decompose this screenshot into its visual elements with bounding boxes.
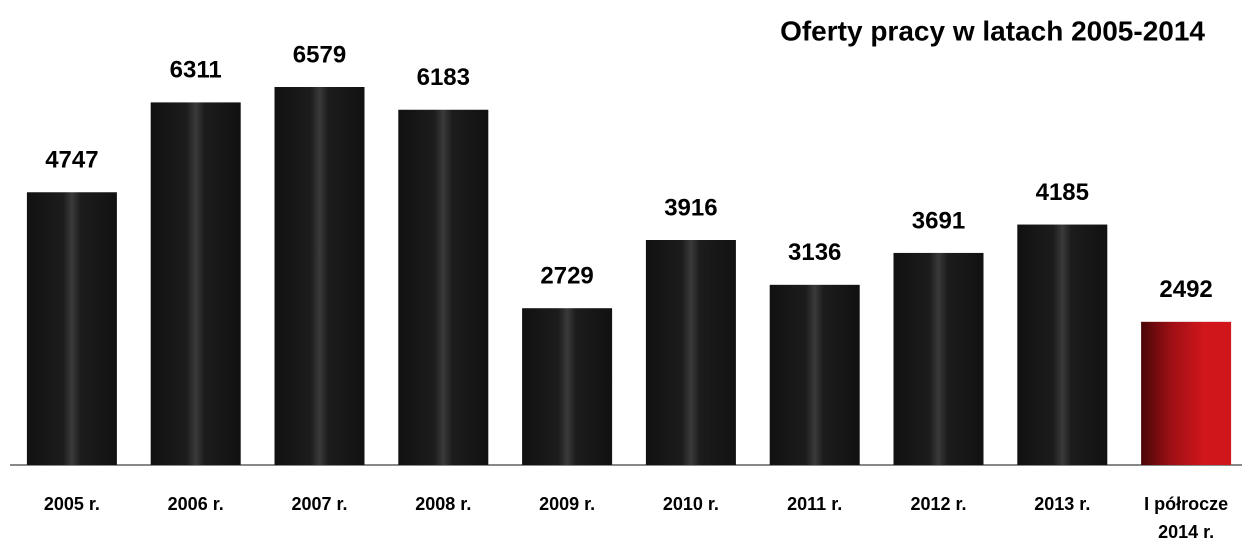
bar xyxy=(150,102,241,466)
x-tick-label: 2006 r. xyxy=(167,494,224,514)
value-label: 6183 xyxy=(417,64,470,91)
bar xyxy=(522,308,613,465)
value-label: 6579 xyxy=(293,41,346,68)
bar xyxy=(893,252,984,465)
x-tick-label: 2010 r. xyxy=(662,494,719,514)
value-label: 4747 xyxy=(45,147,98,174)
x-tick-label: 2013 r. xyxy=(1034,494,1091,514)
bar xyxy=(1017,224,1108,465)
value-label: 6311 xyxy=(170,57,222,84)
value-label: 2729 xyxy=(540,263,593,290)
value-label: 3136 xyxy=(788,239,841,266)
x-tick-label: I półrocze 2014 r. xyxy=(1144,494,1229,541)
x-tick-label: 2012 r. xyxy=(910,494,967,514)
chart-title: Oferty pracy w latach 2005-2014 xyxy=(780,15,1205,46)
value-label: 3691 xyxy=(912,207,965,234)
x-tick-label: 2007 r. xyxy=(291,494,348,514)
value-label: 2492 xyxy=(1159,276,1212,303)
value-label: 3916 xyxy=(664,194,717,221)
bar xyxy=(645,240,736,465)
value-label: 4185 xyxy=(1036,179,1089,206)
x-tick-label: 2005 r. xyxy=(43,494,100,514)
bar xyxy=(274,87,365,465)
x-tick-label: 2008 r. xyxy=(415,494,472,514)
x-tick-label: 2011 r. xyxy=(787,494,843,514)
bar xyxy=(398,109,489,466)
bar xyxy=(26,192,117,465)
bar xyxy=(1141,321,1232,465)
x-tick-label: 2009 r. xyxy=(539,494,596,514)
bar xyxy=(769,284,860,465)
